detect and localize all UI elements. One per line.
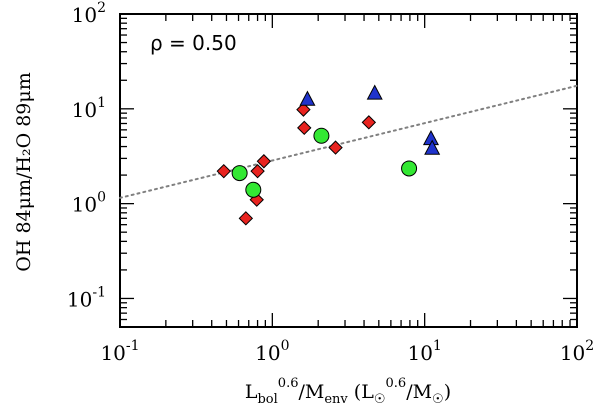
- y-tick-label: 101: [72, 95, 106, 122]
- x-label-sub2: env: [324, 392, 348, 407]
- diamond-marker: [216, 163, 231, 179]
- circle-marker: [231, 165, 248, 182]
- x-axis-label: Lbol0.6/Menv (L☉0.6/M☉): [245, 376, 451, 407]
- diamond-marker: [328, 140, 343, 155]
- y-tick-label: 10-1: [67, 284, 106, 311]
- x-label-sup1: 0.6: [278, 376, 299, 391]
- diamond-marker: [238, 211, 254, 226]
- x-label-sub3: ☉: [374, 392, 386, 407]
- x-label-part4: /M: [406, 381, 432, 403]
- triangle-marker: [299, 90, 316, 106]
- data-markers: [216, 84, 441, 226]
- diamond-marker: [361, 115, 377, 130]
- plot-frame: [119, 13, 578, 328]
- x-label-sub1: bol: [257, 392, 277, 407]
- x-label-part3: (L: [348, 381, 374, 403]
- x-label-part1: L: [245, 381, 258, 403]
- y-axis-label: OH 84μm/H₂O 89μm: [13, 72, 35, 271]
- y-tick-label: 102: [72, 0, 106, 27]
- x-label-sup3: 0.6: [386, 376, 407, 391]
- y-tick-label: 100: [72, 190, 106, 217]
- diamond-marker: [250, 163, 265, 179]
- fit-line-group: [119, 84, 578, 199]
- diamond-marker: [297, 120, 312, 136]
- correlation-annotation: ρ = 0.50: [150, 31, 237, 55]
- triangle-marker: [366, 84, 383, 100]
- x-tick-label: 100: [255, 338, 289, 365]
- x-tick-label: 101: [407, 338, 441, 365]
- triangle-marker: [424, 139, 441, 155]
- x-label-part5: ): [444, 381, 451, 403]
- tick-labels: 10-1 100 101 102 10-1 100 101 102: [67, 0, 594, 365]
- x-tick-label: 102: [560, 338, 594, 365]
- fit-line: [119, 84, 578, 199]
- x-label-part2: /M: [298, 381, 324, 403]
- circle-marker: [401, 160, 418, 177]
- axis-ticks: [119, 13, 578, 328]
- diamond-marker: [296, 102, 311, 117]
- circle-marker: [313, 127, 330, 144]
- diamond-marker: [256, 154, 272, 169]
- circle-marker: [245, 181, 262, 198]
- x-label-sub4: ☉: [432, 392, 444, 407]
- x-tick-label: 10-1: [100, 338, 139, 365]
